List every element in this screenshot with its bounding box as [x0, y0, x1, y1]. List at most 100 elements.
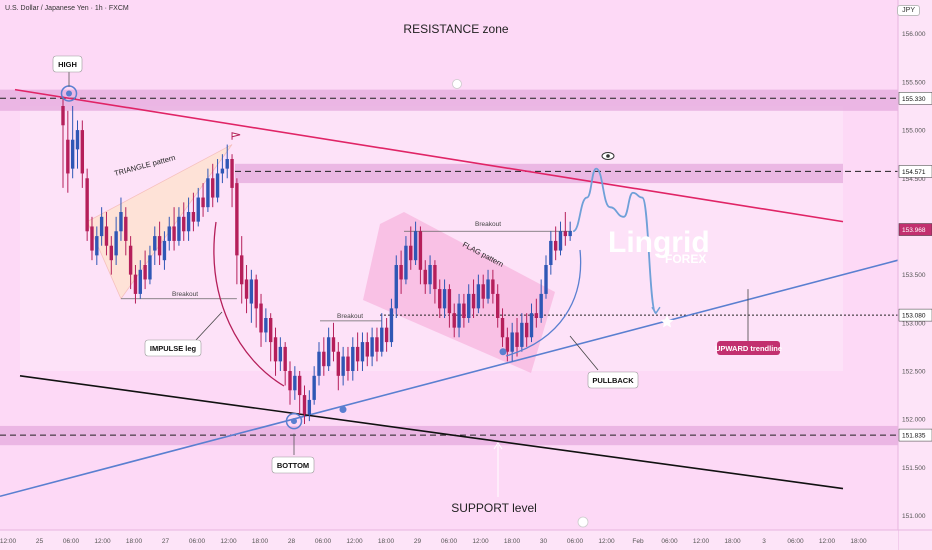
candle [418, 226, 423, 285]
candle-body [384, 327, 389, 343]
candle-body [423, 269, 427, 285]
touch-marker [499, 348, 507, 356]
candle-body [510, 332, 514, 352]
candle [307, 390, 312, 422]
candle [114, 216, 118, 265]
candle-body [293, 375, 297, 391]
candle-body [196, 197, 200, 222]
time-tick-label: 06:00 [661, 538, 678, 545]
pullback-leader [569, 335, 599, 371]
time-tick-label: 12:00 [0, 538, 17, 545]
candle-body [326, 337, 331, 367]
upward-trendline-label-text: UPWARD trendline [715, 344, 782, 353]
candle [167, 216, 171, 251]
candle [70, 106, 75, 179]
price-level-tag: 151.835 [898, 428, 932, 442]
support-zone [0, 425, 898, 446]
candle [351, 337, 355, 381]
candle-body [317, 351, 321, 376]
candle [423, 260, 427, 294]
candle-body [553, 240, 558, 251]
currency-button[interactable]: JPY [897, 5, 920, 16]
candle-body [534, 313, 539, 318]
price-level-tag-text: 155.330 [902, 96, 926, 103]
price-tick-label: 151.000 [902, 513, 926, 520]
high-label-box [52, 55, 83, 73]
candle [355, 332, 360, 371]
price-tick-label: 151.500 [902, 465, 926, 472]
candle-body [457, 303, 461, 328]
candle-body [70, 139, 75, 169]
candle-body [346, 356, 350, 371]
candle [240, 236, 244, 304]
candle [520, 313, 524, 352]
candle-body [211, 178, 215, 198]
candle [215, 159, 220, 203]
candle-body [278, 346, 283, 362]
time-tick-label: 12:00 [472, 538, 489, 545]
candle [148, 245, 152, 285]
candle-body [563, 231, 568, 237]
candle-body [230, 159, 234, 188]
candle [326, 327, 331, 371]
candle-body [322, 351, 326, 367]
candle [283, 342, 287, 386]
candle-body [302, 395, 307, 415]
candle [133, 265, 138, 304]
price-tick-label: 152.000 [902, 417, 926, 424]
time-tick-label: 12:00 [220, 538, 237, 545]
time-tick-label: 12:00 [94, 538, 111, 545]
candle-body [268, 318, 273, 343]
time-tick-label: 18:00 [252, 538, 269, 545]
candle-body [157, 236, 162, 256]
support-trendline [19, 375, 844, 490]
candle-body [558, 231, 563, 251]
candle-body [341, 356, 345, 376]
candle [244, 265, 249, 314]
bottom-marker-circle-dot [291, 418, 297, 425]
time-axis-background [0, 530, 898, 550]
price-level-tag: 154.571 [898, 165, 932, 178]
price-level-tag-text: 154.571 [902, 169, 926, 176]
support-leader-arrow [493, 442, 503, 450]
candle-body [471, 293, 476, 309]
candle-body [182, 216, 186, 232]
candle [491, 269, 495, 304]
time-tick-label: 28 [288, 538, 296, 545]
time-tick-label: 29 [414, 538, 422, 545]
candle-body [433, 265, 437, 290]
price-level-tag-text: 153.080 [902, 313, 926, 320]
time-tick-label: Feb [632, 538, 644, 545]
candle-body [486, 279, 490, 299]
time-tick-label: 06:00 [315, 538, 332, 545]
candle-body [404, 245, 408, 280]
candle [312, 366, 316, 405]
time-tick-label: 12:00 [693, 538, 710, 545]
candle-body [133, 274, 138, 294]
upward-trendline-label-box [717, 341, 780, 355]
price-level-tag-box [898, 223, 932, 236]
candle-body [438, 289, 442, 309]
candle-body [370, 337, 374, 357]
candle-body [259, 303, 263, 333]
impulse-leg-label-text: IMPULSE leg [150, 344, 197, 353]
time-tick-label: 06:00 [787, 538, 804, 545]
candle [235, 178, 239, 285]
time-tick-label: 18:00 [378, 538, 395, 545]
candle [394, 255, 398, 318]
candle [75, 120, 80, 169]
candle [467, 284, 471, 323]
candle [409, 226, 413, 270]
candle [452, 303, 456, 338]
candle-body [95, 236, 99, 256]
candle-body [85, 178, 89, 232]
watermark-lingrid: Lingrid [608, 226, 710, 259]
candle-body [544, 265, 548, 294]
price-level-tag-text: 151.835 [902, 433, 926, 440]
candle-body [447, 289, 452, 314]
candle [85, 168, 89, 241]
candle-body [297, 375, 302, 396]
price-tick-label: 156.000 [902, 31, 926, 38]
candle-body [240, 255, 244, 285]
